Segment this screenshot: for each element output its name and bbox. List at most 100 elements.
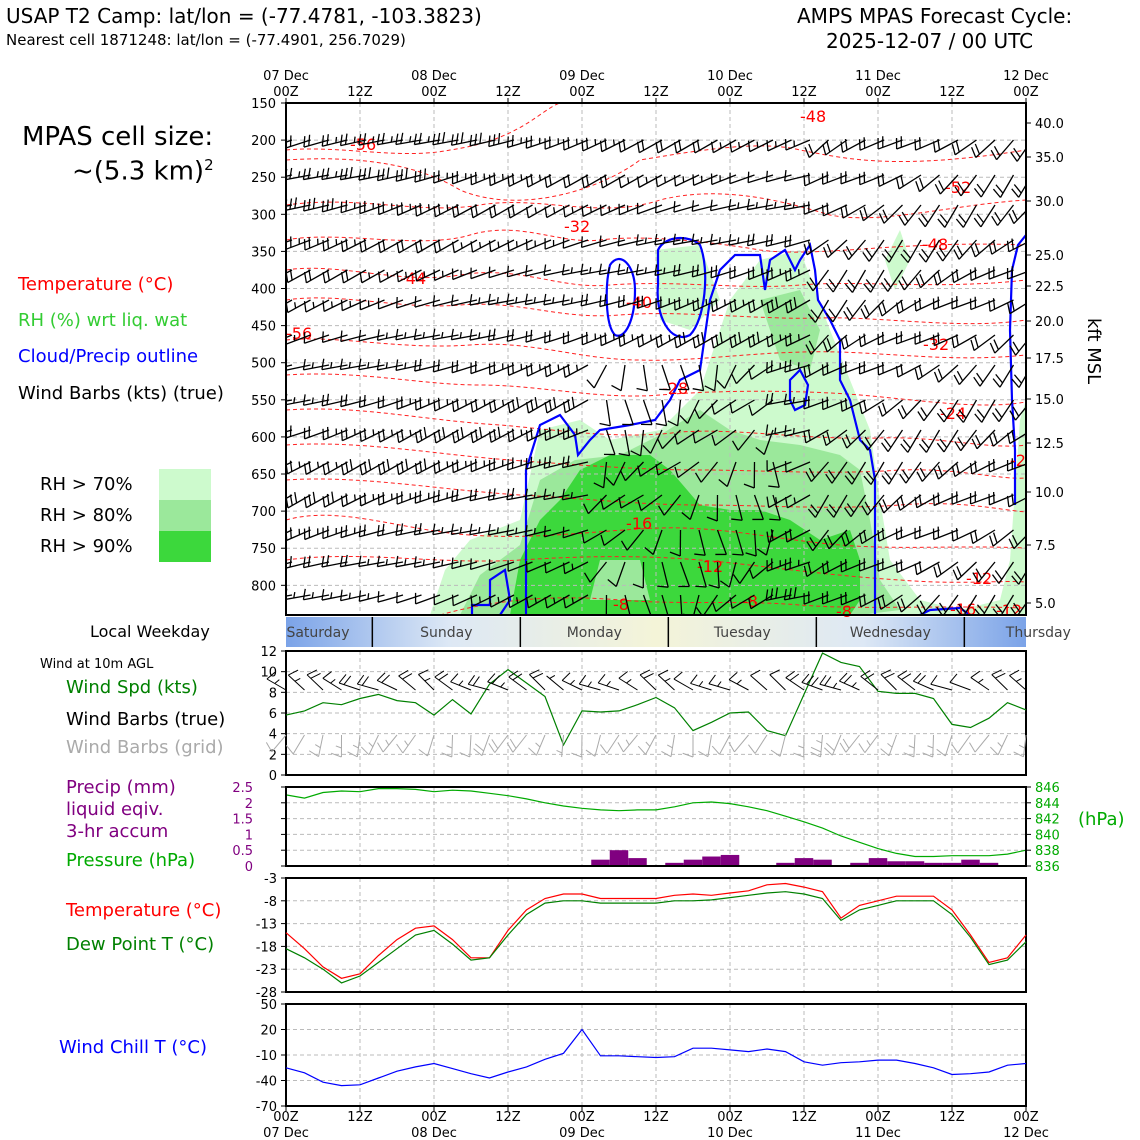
wind-barb-flag: [807, 508, 816, 518]
wind-barb-flag: [1011, 493, 1014, 505]
wind-barb-flag: [821, 204, 824, 216]
wind-barb: [287, 494, 311, 509]
temp-label-5: -32: [564, 217, 590, 236]
wind-barb-flag: [487, 293, 491, 305]
y2-tick-label: 5.0: [1035, 597, 1056, 612]
wind-barb: [340, 204, 367, 214]
wind-barb-flag: [581, 177, 585, 189]
wind-barb-flag: [470, 206, 474, 218]
wind-barb: [982, 594, 996, 615]
wind-barb-flag: [988, 300, 991, 312]
wind-barb-flag: [784, 270, 788, 282]
wind-barb: [318, 734, 324, 757]
wind-barb-flag: [711, 434, 716, 446]
wind-barb-flag: [765, 393, 769, 405]
wind-barb-flag: [863, 593, 866, 605]
wind-barb: [991, 239, 1014, 255]
wind-barb-flag: [302, 588, 306, 600]
wind-barb-flag: [748, 597, 752, 609]
wind-barb: [676, 334, 700, 349]
wind-barb-flag: [765, 170, 768, 182]
wind-barb: [896, 529, 922, 541]
wind-barb: [488, 529, 515, 536]
wind-barb-flag: [345, 461, 349, 473]
wind-barb-flag: [400, 523, 404, 535]
wind-barb-flag: [844, 138, 848, 151]
wind-barb-flag: [678, 334, 682, 346]
y-tick-label: 250: [251, 171, 276, 186]
wind-barb-flag: [655, 336, 659, 348]
wind-barb: [860, 334, 885, 348]
wind-barb-flag: [902, 439, 911, 449]
wind-barb-flag: [939, 602, 947, 613]
wind-barb-flag: [434, 670, 445, 678]
wind-barb-flag: [880, 282, 889, 292]
wind-barb-half: [717, 681, 722, 687]
wind-barb-flag: [396, 743, 404, 754]
wind-barb-flag: [1006, 240, 1010, 252]
wind-barb: [639, 461, 663, 477]
x-tick-date: 09 Dec: [559, 69, 605, 84]
wind-barb: [468, 683, 490, 691]
wind-barb-flag: [331, 491, 335, 503]
wind-barb: [453, 399, 478, 413]
wind-barb: [322, 529, 348, 540]
wind-barb: [888, 239, 904, 263]
wind-barb-half: [538, 174, 542, 181]
wind-barb-flag: [863, 475, 872, 485]
x-tick-hour: 00Z: [865, 85, 891, 100]
panel-frame: [285, 650, 1027, 776]
wind-barb-half: [352, 744, 359, 749]
wind-barb-flag: [682, 331, 686, 344]
wind-barb-flag: [497, 426, 501, 438]
wind-barb-flag: [775, 296, 779, 309]
y-tick-label: -28: [256, 986, 277, 1001]
wind-barb: [286, 429, 311, 439]
wind-barb-flag: [580, 294, 584, 306]
wind-barb-flag: [544, 429, 547, 441]
wind-barb: [652, 529, 663, 555]
y2-tick-label: 10.0: [1035, 486, 1064, 501]
wind-barb: [304, 529, 330, 541]
wind-barb: [527, 364, 552, 377]
wind-barb: [340, 561, 367, 568]
wind-barb: [287, 461, 311, 475]
wind-barb-half: [496, 297, 499, 304]
wind-barb: [977, 561, 996, 583]
wind-barb: [509, 399, 533, 414]
wind-barb-flag: [1013, 184, 1022, 194]
wind-barb-flag: [655, 141, 659, 154]
wind-barb: [451, 334, 478, 341]
wind-barb-flag: [937, 492, 940, 504]
wind-barb: [340, 174, 367, 181]
y-tick-label: 2: [269, 748, 277, 763]
wind-barb-flag: [396, 204, 399, 216]
wind-barb-flag: [492, 328, 496, 340]
wind-barb: [888, 734, 897, 756]
wind-barb-flag: [919, 600, 927, 611]
wind-barb-flag: [340, 299, 343, 311]
wind-barb-flag: [567, 399, 571, 411]
wind-barb: [957, 734, 971, 754]
wind-barb-flag: [933, 468, 940, 480]
wind-barb: [1013, 535, 1026, 550]
wind-barb-flag: [728, 742, 735, 753]
wind-barb: [508, 676, 527, 691]
wind-barb-flag: [377, 463, 382, 475]
wind-barb-flag: [272, 269, 273, 280]
wind-barb: [379, 269, 404, 283]
y2-tick-label: 12.5: [1035, 437, 1064, 452]
wind-barb: [673, 204, 700, 213]
wind-barb: [323, 429, 348, 441]
wind-barb: [525, 334, 552, 343]
wind-barb-flag: [733, 298, 737, 310]
wind-barb-flag: [783, 198, 787, 210]
wind-barb-flag: [784, 461, 787, 473]
pressure-label: Pressure (hPa): [66, 850, 196, 871]
wind-barb-flag: [326, 134, 329, 146]
wind-barb: [731, 139, 755, 153]
rh-legend-swatch-70: [159, 469, 211, 500]
wind-barb-flag: [956, 566, 962, 577]
wind-barb-flag: [340, 395, 343, 407]
